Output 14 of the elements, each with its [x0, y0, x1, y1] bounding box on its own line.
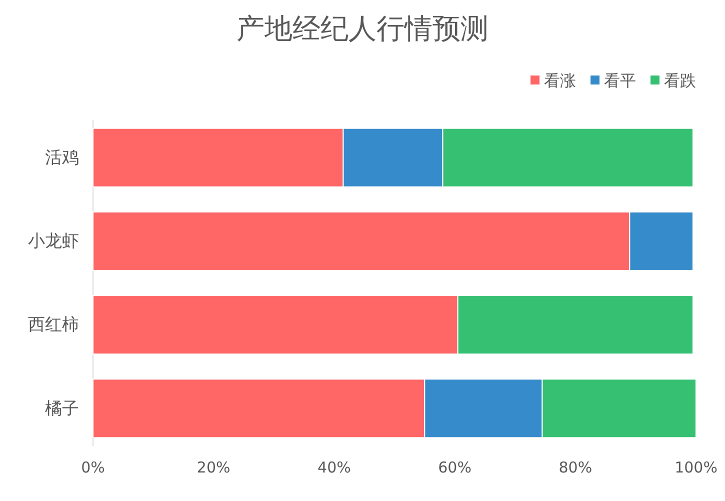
legend-label: 看跌 — [664, 71, 696, 90]
x-tick-label: 100% — [674, 458, 718, 476]
y-tick-label: 小龙虾 — [28, 232, 79, 252]
chart-title: 产地经纪人行情预测 — [236, 12, 488, 45]
x-tick-label: 20% — [196, 458, 230, 476]
y-tick-label: 活鸡 — [45, 148, 79, 168]
x-tick-label: 0% — [81, 458, 105, 476]
x-tick-label: 40% — [318, 458, 351, 476]
legend-label: 看涨 — [544, 71, 576, 90]
y-tick-label: 橘子 — [45, 398, 79, 419]
x-tick-label: 80% — [558, 458, 592, 476]
x-tick-label: 60% — [438, 458, 472, 476]
y-tick-label: 西红柿 — [28, 315, 79, 336]
legend-label: 看平 — [604, 71, 636, 90]
